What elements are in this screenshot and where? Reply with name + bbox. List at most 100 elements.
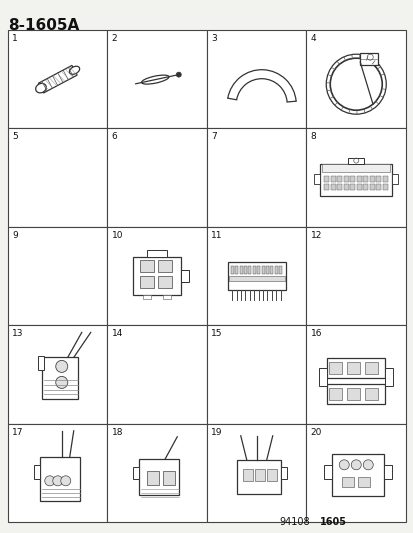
Bar: [323, 175, 328, 182]
Bar: [140, 260, 154, 272]
Bar: [236, 460, 280, 494]
Bar: [147, 250, 167, 257]
Bar: [323, 183, 328, 190]
Bar: [347, 362, 359, 374]
Bar: [143, 295, 151, 299]
Bar: [326, 384, 385, 405]
Bar: [133, 467, 139, 479]
Bar: [8, 424, 107, 522]
Text: 4: 4: [310, 34, 316, 43]
Bar: [343, 183, 348, 190]
Bar: [347, 389, 359, 400]
Bar: [349, 175, 354, 182]
Bar: [107, 424, 206, 522]
Bar: [147, 471, 159, 485]
Text: 20: 20: [310, 427, 321, 437]
Bar: [364, 389, 377, 400]
Bar: [369, 175, 374, 182]
Text: 17: 17: [12, 427, 24, 437]
Bar: [313, 174, 320, 183]
Text: 16: 16: [310, 329, 321, 338]
Text: 13: 13: [12, 329, 24, 338]
Bar: [235, 266, 237, 274]
Bar: [330, 183, 335, 190]
Bar: [206, 325, 306, 424]
Text: 7: 7: [211, 132, 216, 141]
Bar: [364, 362, 377, 374]
Text: 8-1605A: 8-1605A: [8, 18, 79, 33]
Circle shape: [56, 360, 68, 373]
Bar: [337, 183, 342, 190]
Bar: [107, 128, 206, 227]
Bar: [8, 325, 107, 424]
Bar: [306, 424, 405, 522]
Circle shape: [338, 460, 349, 470]
Text: 11: 11: [211, 231, 222, 240]
Bar: [356, 183, 361, 190]
Bar: [158, 260, 172, 272]
Bar: [163, 295, 171, 299]
Bar: [252, 266, 255, 274]
Bar: [140, 276, 154, 288]
Bar: [306, 128, 405, 227]
Text: 1605: 1605: [319, 517, 346, 527]
Ellipse shape: [69, 66, 79, 74]
Bar: [280, 467, 286, 479]
Bar: [248, 266, 251, 274]
Bar: [330, 175, 335, 182]
Bar: [320, 164, 391, 196]
Bar: [306, 30, 405, 128]
Bar: [181, 270, 189, 282]
Circle shape: [350, 460, 361, 470]
Bar: [306, 325, 405, 424]
Text: 19: 19: [211, 427, 222, 437]
Bar: [42, 358, 78, 399]
Bar: [227, 262, 285, 290]
Bar: [321, 164, 389, 172]
Bar: [278, 266, 282, 274]
Circle shape: [362, 460, 373, 470]
Text: 15: 15: [211, 329, 222, 338]
Bar: [139, 459, 179, 495]
Bar: [8, 128, 107, 227]
Text: 2: 2: [111, 34, 117, 43]
Text: 1: 1: [12, 34, 18, 43]
Text: 5: 5: [12, 132, 18, 141]
Bar: [228, 276, 284, 281]
Bar: [256, 266, 259, 274]
Bar: [382, 175, 387, 182]
Text: 94108: 94108: [279, 517, 309, 527]
Text: 12: 12: [310, 231, 321, 240]
Bar: [391, 174, 397, 183]
Bar: [206, 424, 306, 522]
Bar: [342, 477, 354, 487]
Bar: [369, 183, 374, 190]
Bar: [328, 389, 342, 400]
Bar: [385, 368, 392, 386]
Bar: [206, 227, 306, 325]
Bar: [206, 30, 306, 128]
Bar: [270, 266, 273, 274]
Bar: [107, 227, 206, 325]
Bar: [243, 266, 246, 274]
Text: 18: 18: [111, 427, 123, 437]
Bar: [107, 30, 206, 128]
Bar: [375, 183, 380, 190]
Text: 9: 9: [12, 231, 18, 240]
Ellipse shape: [36, 83, 46, 93]
Circle shape: [45, 476, 55, 486]
Bar: [206, 128, 306, 227]
Bar: [357, 477, 369, 487]
Bar: [328, 362, 342, 374]
Bar: [158, 276, 172, 288]
Bar: [266, 469, 276, 481]
Bar: [359, 53, 377, 65]
Text: 8: 8: [310, 132, 316, 141]
Bar: [356, 175, 361, 182]
Bar: [326, 358, 385, 378]
Bar: [383, 465, 391, 479]
Circle shape: [52, 476, 63, 486]
Bar: [343, 175, 348, 182]
Bar: [362, 175, 367, 182]
Bar: [349, 183, 354, 190]
